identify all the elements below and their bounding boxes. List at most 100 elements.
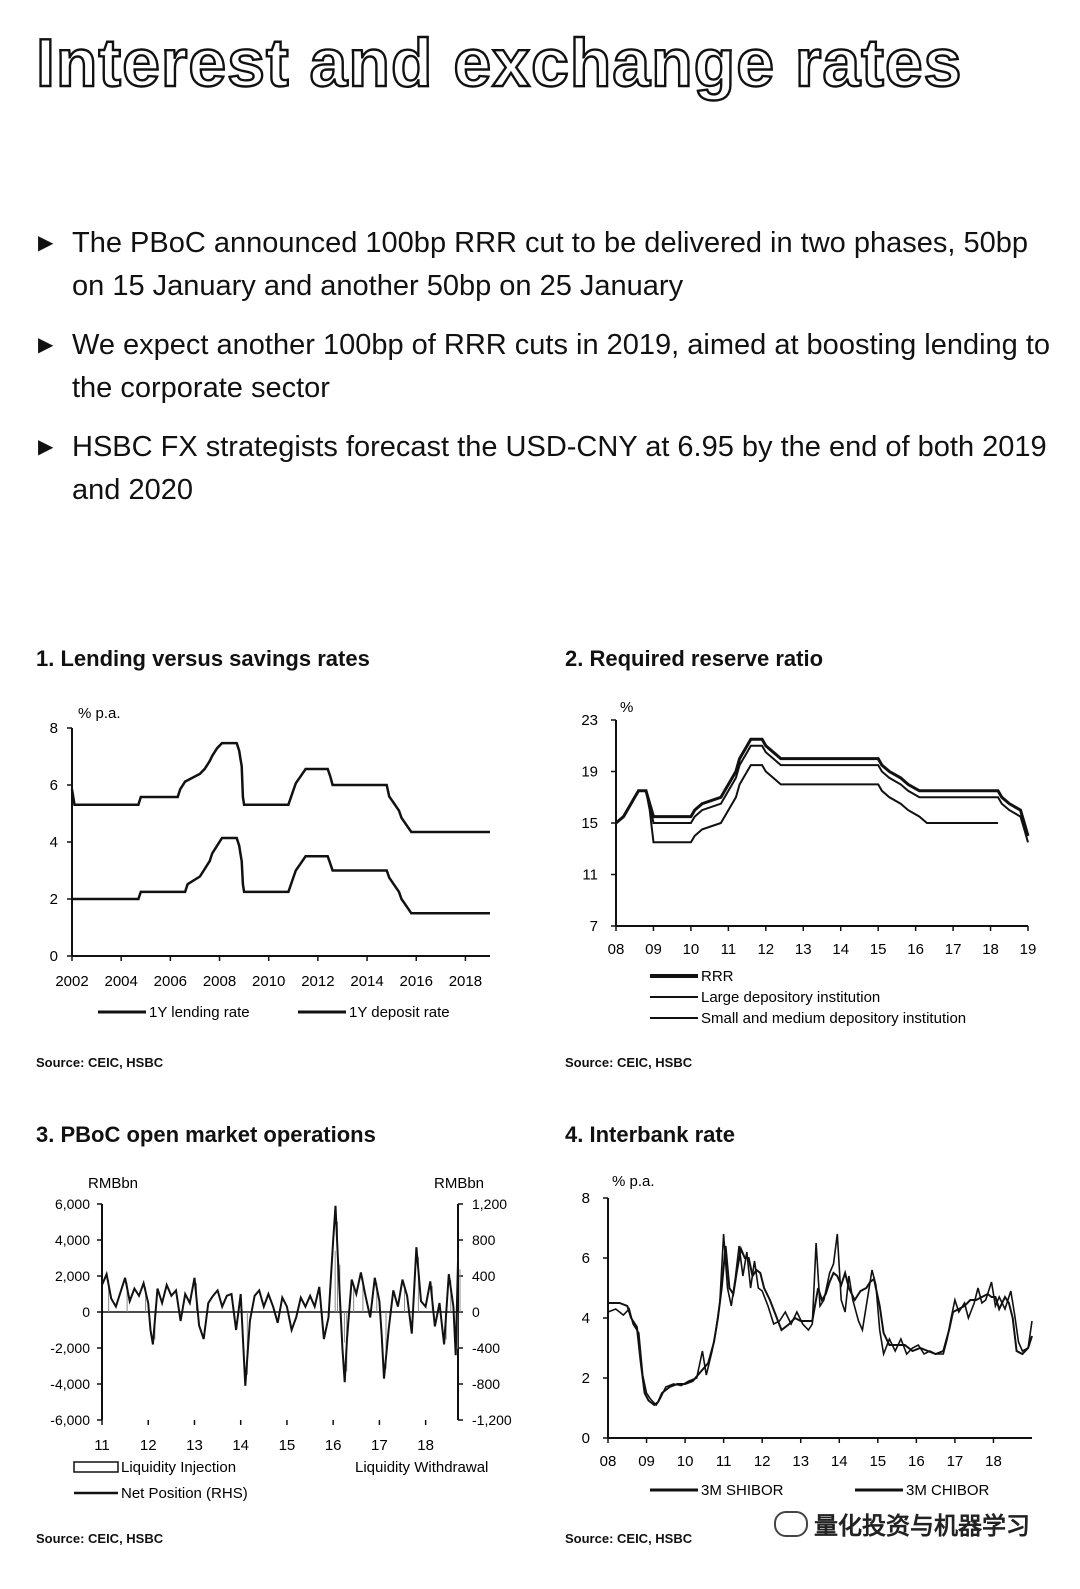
series-line-small [615, 764, 998, 844]
x-tick-label: 08 [608, 941, 625, 958]
y-tick-label: 6 [582, 1250, 590, 1267]
x-tick-label: 2006 [154, 973, 187, 990]
bullet-list: ▶ The PBoC announced 100bp RRR cut to be … [38, 222, 1068, 528]
chart4-title: 4. Interbank rate [565, 1122, 735, 1147]
y2-tick-label: -800 [472, 1376, 500, 1392]
bullet-item: ▶ The PBoC announced 100bp RRR cut to be … [38, 222, 1068, 308]
x-tick-label: 17 [947, 1453, 964, 1470]
x-tick-label: 14 [832, 941, 849, 958]
page-title: Interest and exchange rates [35, 24, 963, 102]
x-tick-label: 2008 [203, 973, 236, 990]
chart1-lending-savings: 0 2 4 6 8 2002 2004 2006 2008 2010 2012 2014 2016 201… [50, 705, 490, 1021]
x-tick-label: 10 [683, 941, 700, 958]
triangle-right-icon: ▶ [38, 334, 54, 356]
legend-shibor-label: 3M SHIBOR [701, 1482, 784, 1499]
legend-large-label: Large depository institution [701, 989, 880, 1006]
x-tick-label: 18 [982, 941, 999, 958]
x-tick-label: 2014 [350, 973, 383, 990]
bullet-text: HSBC FX strategists forecast the USD-CNY… [72, 431, 1047, 506]
chart2-title: 2. Required reserve ratio [565, 646, 824, 671]
x-tick-label: 18 [417, 1437, 434, 1454]
series-line-deposit [72, 836, 490, 915]
chart2-reserve-ratio: 7 11 15 19 23 08 09 10 11 12 13 14 15 16 17 18 19% RRR Lar… [581, 699, 1037, 1027]
x-tick-label: 13 [186, 1437, 203, 1454]
y-axis-label: % p.a. [612, 1173, 655, 1190]
chart3-title: 3. PBoC open market operations [36, 1122, 376, 1147]
legend-lending-label: 1Y lending rate [149, 1004, 250, 1021]
y-tick-label: 0 [82, 1304, 90, 1320]
chart3-open-market-ops: -6,000 -4,000 -2,000 0 2,000 4,000 6,000 -1,200… [50, 1175, 512, 1502]
y2-tick-label: -400 [472, 1340, 500, 1356]
x-tick-label: 2010 [252, 973, 285, 990]
x-tick-label: 11 [721, 941, 737, 958]
x-tick-label: 15 [279, 1437, 296, 1454]
y-tick-label: 7 [590, 918, 598, 935]
triangle-right-icon: ▶ [38, 232, 54, 254]
chart4-interbank-rate: 0 2 4 6 8 08 09 10 11 12 13 14 15 16 17 18 % p.a. 3M SHIB… [582, 1173, 1033, 1499]
y2-tick-label: 400 [472, 1268, 496, 1284]
legend-net-label: Net Position (RHS) [121, 1485, 248, 1502]
x-tick-label: 16 [325, 1437, 342, 1454]
legend-rrr-label: RRR [701, 968, 734, 985]
y-tick-label: 8 [50, 720, 58, 737]
y-tick-label: 2 [582, 1370, 590, 1387]
series-line-rrr [615, 737, 1030, 837]
watermark: 量化投资与机器学习 [774, 1506, 1030, 1541]
y2-tick-label: 1,200 [472, 1196, 507, 1212]
y-tick-label: 6,000 [55, 1196, 90, 1212]
legend-injection-swatch [73, 1461, 119, 1473]
wechat-icon [774, 1510, 808, 1537]
x-tick-label: 15 [869, 1453, 886, 1470]
x-tick-label: 16 [907, 941, 924, 958]
y-tick-label: 2,000 [55, 1268, 90, 1284]
series-line-large [615, 744, 1029, 843]
x-tick-label: 08 [600, 1453, 617, 1470]
x-tick-label: 14 [831, 1453, 848, 1470]
legend-withdrawal-label: Liquidity Withdrawal [355, 1459, 488, 1476]
x-tick-label: 19 [1020, 941, 1037, 958]
bullet-item: ▶ HSBC FX strategists forecast the USD-CN… [38, 426, 1068, 512]
legend-chibor-label: 3M CHIBOR [906, 1482, 990, 1499]
x-tick-label: 11 [94, 1437, 110, 1454]
y-tick-label: -4,000 [50, 1376, 90, 1392]
y-axis-label: % p.a. [78, 705, 121, 722]
x-tick-label: 11 [716, 1453, 732, 1470]
x-tick-label: 12 [140, 1437, 157, 1454]
x-tick-label: 18 [985, 1453, 1002, 1470]
y-axis-label: RMBbn [88, 1175, 138, 1192]
bullet-item: ▶ We expect another 100bp of RRR cuts in … [38, 324, 1068, 410]
triangle-right-icon: ▶ [38, 436, 54, 458]
y2-axis-label: RMBbn [434, 1175, 484, 1192]
x-tick-label: 12 [757, 941, 774, 958]
x-tick-label: 2016 [400, 973, 433, 990]
x-tick-label: 17 [371, 1437, 388, 1454]
x-tick-label: 12 [754, 1453, 771, 1470]
x-tick-label: 17 [945, 941, 962, 958]
legend-injection-label: Liquidity Injection [121, 1459, 236, 1476]
y-tick-label: -2,000 [50, 1340, 90, 1356]
chart1-title: 1. Lending versus savings rates [36, 646, 370, 671]
x-tick-label: 09 [638, 1453, 655, 1470]
bullet-text: The PBoC announced 100bp RRR cut to be d… [72, 227, 1029, 302]
x-tick-label: 09 [645, 941, 662, 958]
y2-tick-label: 0 [472, 1304, 480, 1320]
series-line-net-position [101, 1205, 459, 1386]
chart3-source: Source: CEIC, HSBC [36, 1531, 164, 1546]
x-tick-label: 13 [795, 941, 812, 958]
y2-tick-label: -1,200 [472, 1412, 512, 1428]
x-tick-label: 2018 [449, 973, 482, 990]
y-tick-label: 4 [50, 834, 58, 851]
y-tick-label: 15 [581, 815, 598, 832]
y-tick-label: 19 [581, 764, 598, 781]
y-tick-label: 11 [582, 867, 598, 884]
y2-tick-label: 800 [472, 1232, 496, 1248]
y-tick-label: 23 [581, 712, 598, 729]
x-tick-label: 13 [792, 1453, 809, 1470]
y-tick-label: -6,000 [50, 1412, 90, 1428]
legend-small-label: Small and medium depository institution [701, 1010, 966, 1027]
x-tick-label: 10 [677, 1453, 694, 1470]
y-tick-label: 2 [50, 891, 58, 908]
y-tick-label: 4 [582, 1310, 590, 1327]
chart2-source: Source: CEIC, HSBC [565, 1055, 693, 1070]
x-tick-label: 16 [908, 1453, 925, 1470]
